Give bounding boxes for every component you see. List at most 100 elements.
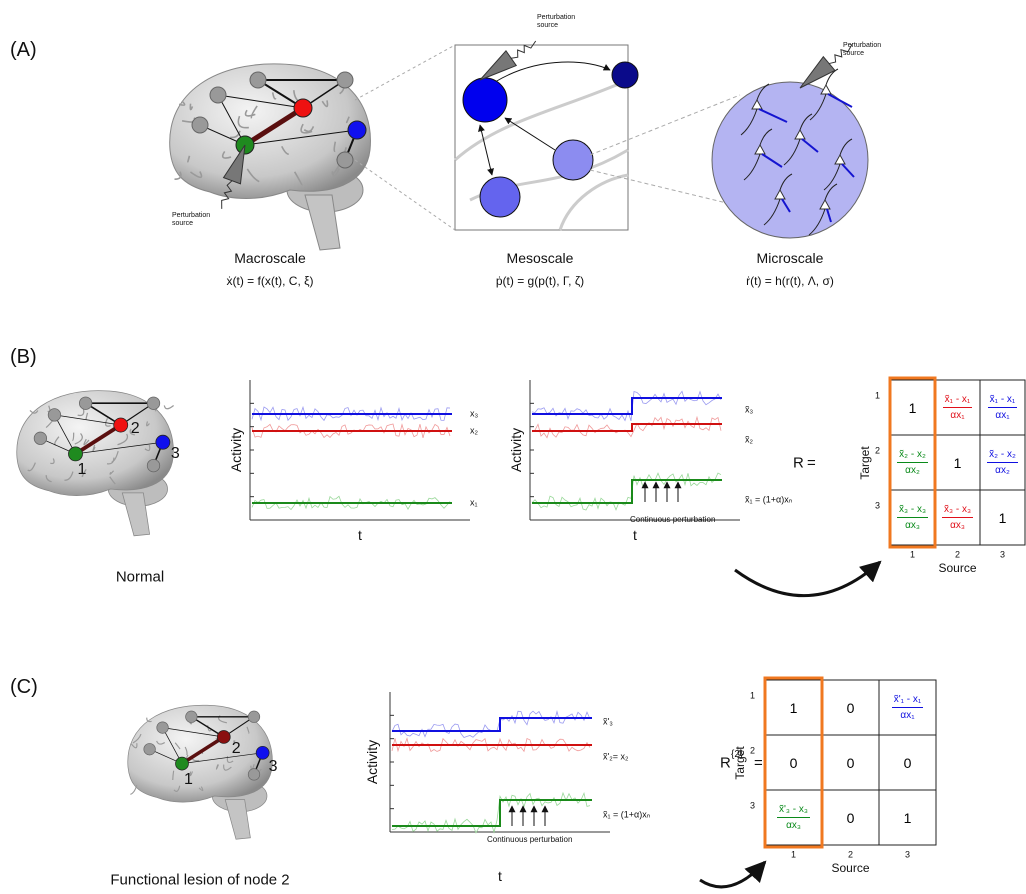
node-label: 1 xyxy=(77,460,87,478)
numerator: x̃₁ - x₁ xyxy=(942,394,973,408)
sulcus xyxy=(50,458,55,465)
series-label: x₃ xyxy=(470,408,479,419)
denominator: αx₃ xyxy=(950,520,965,531)
dendrite xyxy=(823,138,853,191)
sulcus xyxy=(300,123,313,134)
node xyxy=(185,710,198,723)
sulcus xyxy=(130,785,138,795)
perturbation-source xyxy=(221,144,246,209)
population xyxy=(552,139,594,181)
brain-label: Normal xyxy=(115,568,165,586)
sulcus xyxy=(146,717,152,723)
highlight xyxy=(763,676,824,849)
matrix-cell: 1 xyxy=(953,454,962,471)
matrix-label: R xyxy=(793,454,804,471)
col-label: 1 xyxy=(790,849,797,860)
node-label: 1 xyxy=(184,770,193,788)
sulcus xyxy=(29,409,39,414)
denominator: αx₁ xyxy=(995,410,1010,421)
sulcus xyxy=(187,155,191,163)
panel-label: (C) xyxy=(10,676,38,698)
node xyxy=(216,730,231,744)
dendrite xyxy=(740,83,770,136)
edge xyxy=(162,727,224,738)
sulcus xyxy=(81,468,87,478)
sulcus xyxy=(178,100,186,106)
x-axis-label: t xyxy=(633,527,637,543)
row-label: 1 xyxy=(874,390,880,400)
edge xyxy=(478,124,494,176)
sulcus xyxy=(229,130,241,139)
scale-equation: ṗ(t) = g(p(t), Γ, ζ) xyxy=(495,274,585,288)
annotation: Continuous perturbation xyxy=(630,515,716,524)
perturbation-source xyxy=(799,44,853,89)
col-label: 3 xyxy=(904,849,911,860)
scale-equation: ṙ(t) = h(r(t), Λ, σ) xyxy=(746,274,834,288)
scale-name: Macroscale xyxy=(234,250,306,266)
numerator: x̃₃ - x₃ xyxy=(896,504,929,518)
edge xyxy=(217,94,304,109)
perturbation-label: Perturbation source xyxy=(172,211,211,227)
sulcus xyxy=(233,740,236,744)
y-axis-label: Activity xyxy=(508,427,524,473)
sulcus xyxy=(72,432,75,442)
node xyxy=(113,417,129,433)
matrix-cell: 1 xyxy=(903,809,912,826)
dendrite xyxy=(743,128,773,181)
population xyxy=(611,61,639,89)
perturbation-label: Perturbation source xyxy=(537,13,576,29)
matrix-cell: x̃₂ - x₂ αx₂ xyxy=(890,435,935,490)
sulcus xyxy=(64,471,74,481)
series-label: x̃'₃ xyxy=(603,716,613,727)
wire xyxy=(221,180,233,209)
numerator: x̃₁ - x₁ xyxy=(987,394,1018,408)
sulcus xyxy=(109,470,115,475)
matrix-cell: x̃₃ - x₃ αx₃ xyxy=(890,490,935,545)
matrix-cell: 0 xyxy=(846,809,855,826)
sulcus xyxy=(104,417,111,427)
matrix-cell: 1 xyxy=(789,699,798,716)
col-label: 2 xyxy=(847,849,854,860)
highlight xyxy=(888,376,937,549)
node-label: 3 xyxy=(268,757,278,775)
population xyxy=(479,176,521,218)
matrix-x-label: Source xyxy=(938,561,977,575)
sulcus xyxy=(246,168,260,183)
matrix-x-label: Source xyxy=(831,861,870,875)
curved-arrow xyxy=(699,860,767,889)
brain xyxy=(16,390,175,537)
sulcus xyxy=(184,746,188,756)
node xyxy=(156,721,169,734)
perturbation-label: Perturbation source xyxy=(843,41,882,57)
sulcus xyxy=(303,126,315,133)
numerator: x̃₂ - x₂ xyxy=(897,449,928,463)
matrix-cell: 0 xyxy=(789,754,798,771)
scale-name: Mesoscale xyxy=(506,250,574,266)
series-label: x̃₁ = (1+α)xₙ xyxy=(603,809,651,820)
zoom-line xyxy=(589,169,736,206)
node xyxy=(336,71,354,89)
tissue xyxy=(454,78,629,162)
node xyxy=(146,396,161,410)
series-label: x₂ xyxy=(470,425,478,436)
matrix-cell: x̃₂ - x₂ αx₂ xyxy=(980,435,1025,490)
numerator: x̃'₁ - x₁ xyxy=(891,694,924,708)
noisy-trace xyxy=(531,390,722,422)
col-label: 2 xyxy=(954,549,961,560)
matrix-cell: 0 xyxy=(846,699,855,716)
zoom-line xyxy=(354,159,456,231)
noisy-trace xyxy=(391,709,591,739)
mean-trace xyxy=(392,717,592,732)
row-label: 3 xyxy=(874,500,880,510)
perturbation-source xyxy=(479,40,537,81)
axon xyxy=(841,163,855,178)
matrix-cell: x̃₃ - x₃ αx₃ xyxy=(935,490,980,545)
matrix-cell: 1 xyxy=(998,509,1007,526)
y-axis-label: Activity xyxy=(364,739,380,785)
sulcus xyxy=(293,171,303,187)
node xyxy=(247,768,261,781)
scale-equation: ẋ(t) = f(x(t), C, ξ) xyxy=(226,274,314,288)
row-label: 2 xyxy=(749,745,755,755)
cone xyxy=(222,144,246,185)
brain-label: Functional lesion of node 2 xyxy=(110,871,290,889)
